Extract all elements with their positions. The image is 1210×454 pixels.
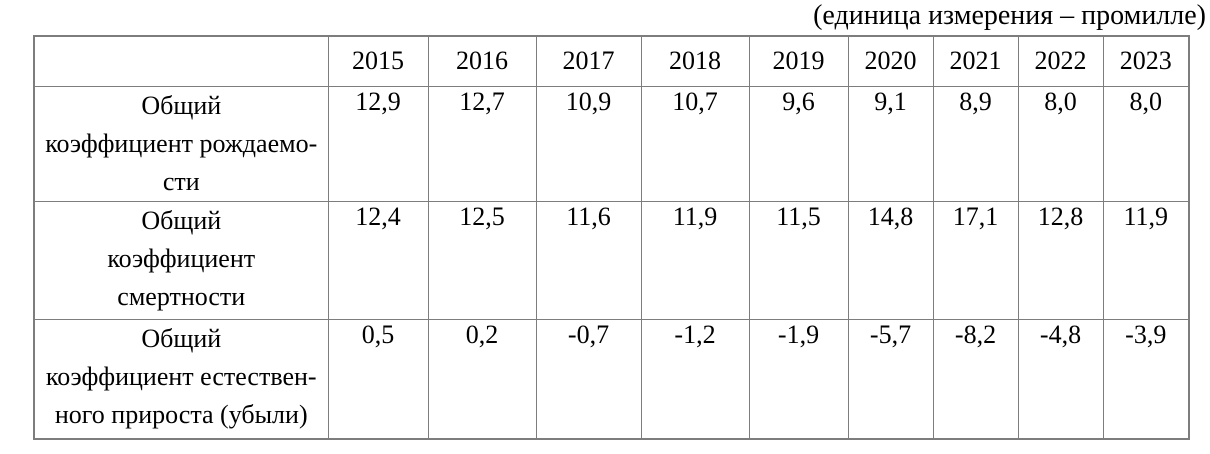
year-header: 2018	[640, 35, 750, 87]
year-header: 2017	[535, 35, 642, 87]
value-cell: 11,5	[748, 200, 849, 320]
value-cell: 12,4	[327, 200, 429, 320]
value-cell: -5,7	[847, 318, 934, 440]
table-row-natural-increase: Общий коэффициент естествен- ного прирос…	[33, 318, 1190, 440]
value-cell: -1,9	[748, 318, 849, 440]
value-cell: 11,9	[1102, 200, 1190, 320]
table-row-birth-rate: Общий коэффициент рождаемо- сти 12,9 12,…	[33, 85, 1190, 202]
value-cell: -8,2	[932, 318, 1019, 440]
value-cell: 10,7	[640, 85, 750, 202]
units-caption: (единица измерения – промилле)	[813, 0, 1206, 31]
value-cell: 0,2	[427, 318, 537, 440]
value-cell: -4,8	[1017, 318, 1104, 440]
value-cell: 11,9	[640, 200, 750, 320]
value-cell: 12,5	[427, 200, 537, 320]
value-cell: 11,6	[535, 200, 642, 320]
year-header: 2021	[932, 35, 1019, 87]
value-cell: 12,7	[427, 85, 537, 202]
value-cell: -3,9	[1102, 318, 1190, 440]
value-cell: 8,0	[1017, 85, 1104, 202]
value-cell: 9,1	[847, 85, 934, 202]
value-cell: 0,5	[327, 318, 429, 440]
value-cell: 17,1	[932, 200, 1019, 320]
table-header-row: 2015 2016 2017 2018 2019 2020 2021 2022 …	[33, 35, 1190, 87]
year-header: 2019	[748, 35, 849, 87]
demographic-rates-table: 2015 2016 2017 2018 2019 2020 2021 2022 …	[33, 35, 1190, 440]
value-cell: 14,8	[847, 200, 934, 320]
value-cell: -1,2	[640, 318, 750, 440]
year-header: 2022	[1017, 35, 1104, 87]
year-header: 2020	[847, 35, 934, 87]
value-cell: 9,6	[748, 85, 849, 202]
value-cell: 8,0	[1102, 85, 1190, 202]
row-label: Общий коэффициент рождаемо- сти	[33, 85, 329, 202]
value-cell: 12,9	[327, 85, 429, 202]
row-label: Общий коэффициент естествен- ного прирос…	[33, 318, 329, 440]
table-row-death-rate: Общий коэффициент смертности 12,4 12,5 1…	[33, 200, 1190, 320]
year-header: 2016	[427, 35, 537, 87]
value-cell: 12,8	[1017, 200, 1104, 320]
value-cell: 8,9	[932, 85, 1019, 202]
row-label: Общий коэффициент смертности	[33, 200, 329, 320]
year-header: 2015	[327, 35, 429, 87]
value-cell: -0,7	[535, 318, 642, 440]
corner-cell	[33, 35, 329, 87]
value-cell: 10,9	[535, 85, 642, 202]
year-header: 2023	[1102, 35, 1190, 87]
